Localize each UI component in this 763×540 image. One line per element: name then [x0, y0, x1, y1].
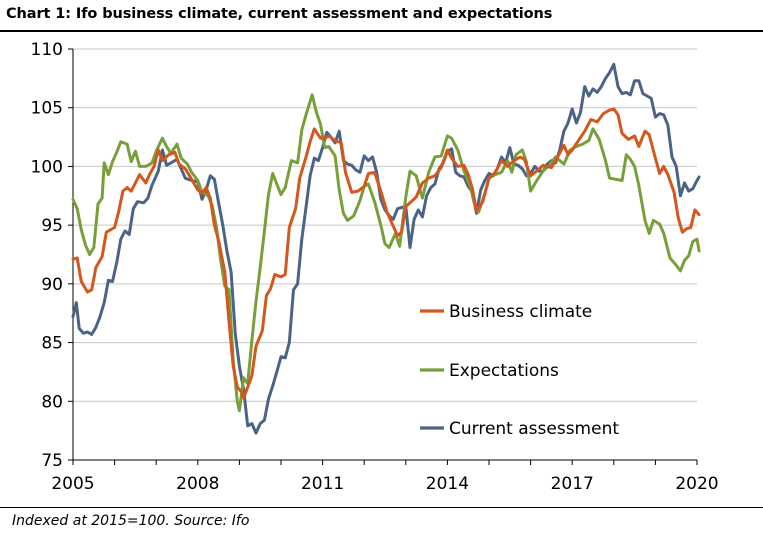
- legend-label-business-climate: Business climate: [449, 302, 592, 322]
- axes: [72, 49, 697, 461]
- y-tick-label-110: 110: [31, 40, 63, 60]
- line-chart: 75 80 85 90 95 100 105 110 2005 2008 2011 2014 2017…: [31, 40, 719, 494]
- x-axis-ticks: 2005 2008 2011 2014 2017 2020: [51, 460, 719, 494]
- source-note: Indexed at 2015=100. Source: Ifo: [12, 513, 250, 529]
- y-tick-label-100: 100: [31, 157, 63, 177]
- series-lines: [71, 62, 701, 435]
- y-tick-label-75: 75: [41, 451, 63, 471]
- chart-title: Chart 1: Ifo business climate, current a…: [6, 6, 553, 22]
- y-tick-label-80: 80: [41, 392, 63, 412]
- series-line-business-climate: [71, 107, 701, 400]
- x-tick-label-2011: 2011: [301, 474, 344, 494]
- legend: Business climate Expectations Current asse…: [420, 302, 619, 439]
- x-tick-label-2014: 2014: [426, 474, 469, 494]
- gridlines: [73, 48, 697, 461]
- y-tick-label-90: 90: [41, 275, 63, 295]
- title-rule: [0, 30, 763, 32]
- y-tick-label-105: 105: [31, 99, 63, 119]
- x-tick-label-2020: 2020: [675, 474, 718, 494]
- legend-label-current-assessment: Current assessment: [449, 419, 619, 439]
- footer-rule: [0, 507, 763, 508]
- y-tick-label-85: 85: [41, 334, 63, 354]
- legend-label-expectations: Expectations: [449, 361, 559, 381]
- series-line-current-assessment: [71, 62, 701, 435]
- x-tick-label-2008: 2008: [176, 474, 219, 494]
- y-tick-label-95: 95: [41, 216, 63, 236]
- x-tick-label-2005: 2005: [51, 474, 94, 494]
- x-tick-label-2017: 2017: [551, 474, 594, 494]
- series-line-expectations: [71, 93, 701, 413]
- y-axis-ticks: 75 80 85 90 95 100 105 110: [31, 40, 73, 471]
